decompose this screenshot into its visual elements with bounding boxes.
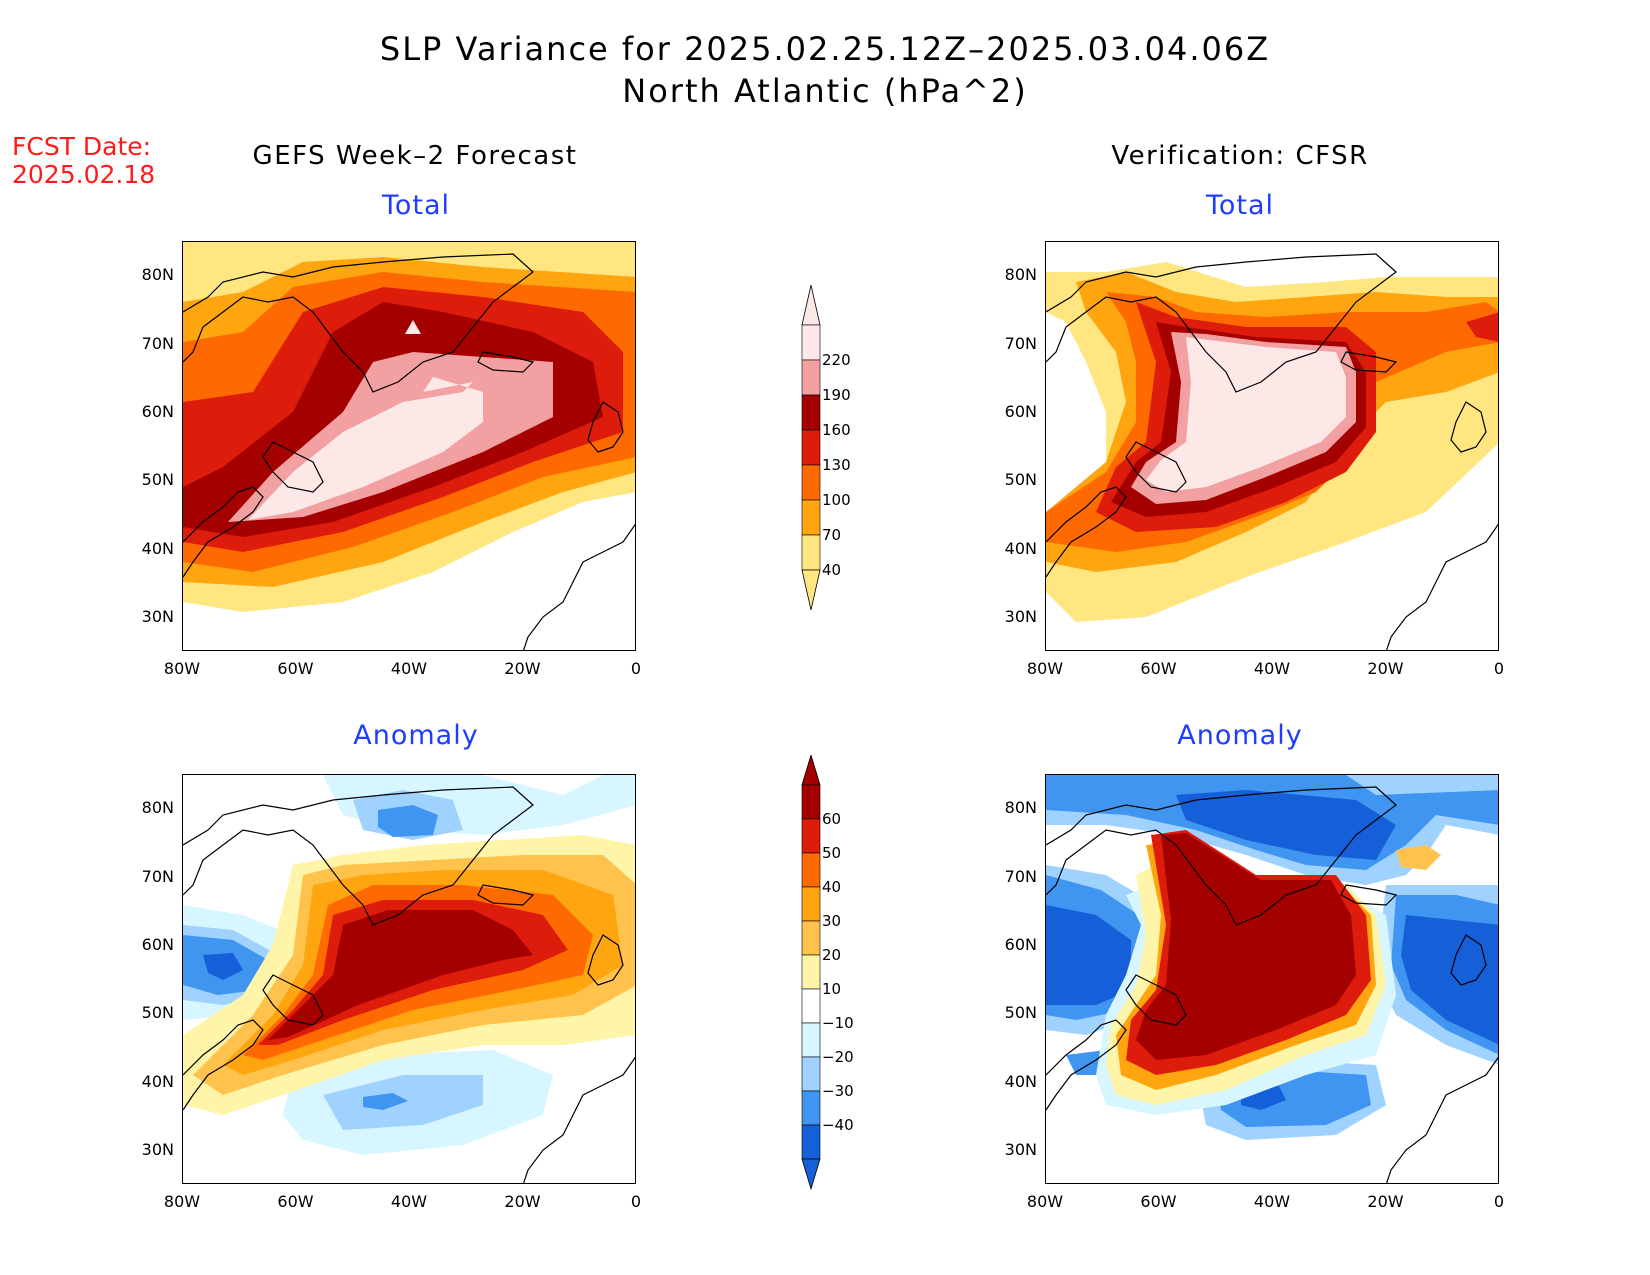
lon-tick-label: 80W (163, 1192, 201, 1211)
lon-tick-label: 60W (277, 1192, 314, 1211)
colorbar-swatch (801, 920, 821, 956)
colorbar-swatch (801, 988, 821, 1024)
colorbar-total (801, 285, 821, 610)
colorbar-level-label: 60 (822, 810, 842, 828)
lon-tick-label: 0 (1493, 1192, 1505, 1211)
lat-tick-label: 50N (141, 470, 174, 490)
map-forecast-total (182, 241, 636, 651)
lon-tick-label: 60W (1140, 1192, 1177, 1211)
colorbar-swatch (801, 784, 821, 820)
map-verification-anomaly (1045, 774, 1499, 1184)
lon-tick-label: 40W (390, 659, 428, 678)
lon-tick-label: 0 (630, 1192, 642, 1211)
map-verification-total (1045, 241, 1499, 651)
lat-tick-label: 70N (1004, 333, 1037, 353)
colorbar-level-label: 100 (822, 491, 851, 509)
lat-tick-label: 70N (141, 333, 174, 353)
colorbar-swatch (801, 818, 821, 854)
colorbar-swatch (801, 852, 821, 888)
colorbar-swatch (801, 464, 821, 501)
main-subtitle: North Atlantic (hPa^2) (622, 72, 1028, 110)
colorbar-level-label: 70 (822, 526, 842, 544)
colorbar-level-label: 10 (822, 980, 842, 998)
colorbar-level-label: −10 (822, 1014, 854, 1032)
lon-tick-label: 80W (1026, 659, 1064, 678)
colorbar-swatch (801, 886, 821, 922)
lon-tick-label: 20W (504, 659, 541, 678)
colorbar-level-label: 40 (822, 561, 842, 579)
colorbar-swatch (801, 324, 821, 361)
lat-tick-label: 40N (141, 538, 174, 558)
lon-tick-label: 40W (1253, 659, 1291, 678)
lat-tick-label: 50N (141, 1003, 174, 1023)
lat-tick-label: 80N (1004, 798, 1037, 818)
colorbar-level-label: 30 (822, 912, 842, 930)
lat-tick-label: 60N (141, 934, 174, 954)
lat-tick-label: 30N (141, 606, 174, 626)
column-title-forecast: GEFS Week–2 Forecast (252, 141, 578, 171)
lat-tick-label: 30N (1004, 1139, 1037, 1159)
lon-tick-label: 20W (1367, 1192, 1404, 1211)
colorbar-top-arrow (801, 285, 821, 326)
colorbar-level-label: 130 (822, 456, 851, 474)
colorbar-swatch (801, 429, 821, 466)
fcst-date-value: 2025.02.18 (12, 160, 156, 189)
colorbar-swatch (801, 1022, 821, 1058)
colorbar-bottom-arrow (801, 569, 821, 610)
lat-tick-label: 40N (1004, 538, 1037, 558)
lat-tick-label: 80N (141, 265, 174, 285)
lon-tick-label: 60W (1140, 659, 1177, 678)
colorbar-level-label: −20 (822, 1048, 854, 1066)
fcst-date-label: FCST Date: (12, 132, 152, 161)
column-title-verification: Verification: CFSR (1111, 141, 1369, 171)
colorbar-level-label: 40 (822, 878, 842, 896)
lat-tick-label: 30N (141, 1139, 174, 1159)
lat-tick-label: 40N (141, 1071, 174, 1091)
map-forecast-anomaly (182, 774, 636, 1184)
panel-title-forecast-total: Total (381, 190, 451, 221)
lat-tick-label: 70N (1004, 866, 1037, 886)
lat-tick-label: 60N (1004, 401, 1037, 421)
lat-tick-label: 60N (141, 401, 174, 421)
lon-tick-label: 60W (277, 659, 314, 678)
lon-tick-label: 80W (1026, 1192, 1064, 1211)
lon-tick-label: 0 (1493, 659, 1505, 678)
colorbar-swatch (801, 394, 821, 431)
colorbar-swatch (801, 1090, 821, 1126)
colorbar-swatch (801, 1056, 821, 1092)
colorbar-level-label: 220 (822, 351, 851, 369)
lat-tick-label: 80N (1004, 265, 1037, 285)
lon-tick-label: 0 (630, 659, 642, 678)
lat-tick-label: 70N (141, 866, 174, 886)
lat-tick-label: 60N (1004, 934, 1037, 954)
lat-tick-label: 50N (1004, 1003, 1037, 1023)
colorbar-bottom-arrow (801, 1158, 821, 1191)
colorbar-swatch (801, 1124, 821, 1160)
lon-tick-label: 80W (163, 659, 201, 678)
main-title: SLP Variance for 2025.02.25.12Z–2025.03.… (379, 30, 1271, 68)
colorbar-level-label: −40 (822, 1116, 854, 1134)
colorbar-level-label: 190 (822, 386, 851, 404)
lat-tick-label: 30N (1004, 606, 1037, 626)
colorbar-level-label: 50 (822, 844, 842, 862)
panel-title-verification-total: Total (1205, 190, 1275, 221)
lat-tick-label: 80N (141, 798, 174, 818)
colorbar-top-arrow (801, 755, 821, 786)
panel-title-forecast-anomaly: Anomaly (353, 720, 479, 751)
colorbar-anomaly (801, 755, 821, 1191)
colorbar-swatch (801, 359, 821, 396)
colorbar-swatch (801, 534, 821, 571)
lat-tick-label: 50N (1004, 470, 1037, 490)
lon-tick-label: 40W (1253, 1192, 1291, 1211)
lon-tick-label: 40W (390, 1192, 428, 1211)
colorbar-level-label: 160 (822, 421, 851, 439)
colorbar-swatch (801, 499, 821, 536)
colorbar-swatch (801, 954, 821, 990)
lat-tick-label: 40N (1004, 1071, 1037, 1091)
colorbar-level-label: 20 (822, 946, 842, 964)
panel-title-verification-anomaly: Anomaly (1177, 720, 1303, 751)
lon-tick-label: 20W (504, 1192, 541, 1211)
lon-tick-label: 20W (1367, 659, 1404, 678)
colorbar-level-label: −30 (822, 1082, 854, 1100)
